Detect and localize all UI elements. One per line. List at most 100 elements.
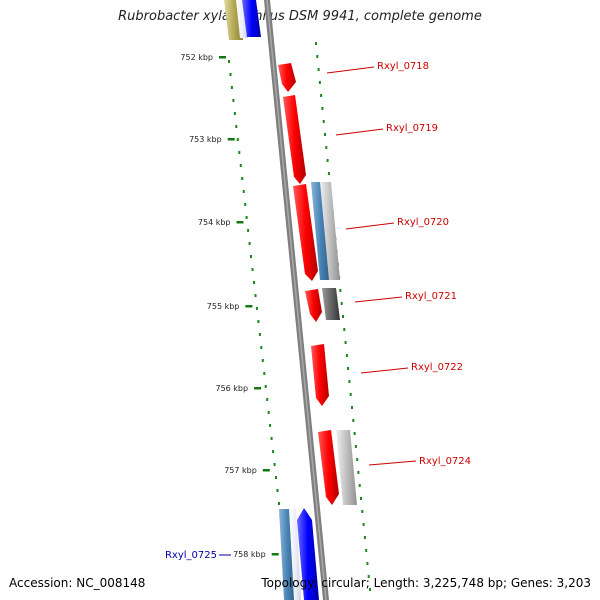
- gc-dot-left: [267, 411, 270, 414]
- gc-dot-right: [354, 445, 357, 448]
- gc-dot-right: [360, 497, 362, 500]
- tick-label: 757 kbp: [224, 466, 257, 475]
- gene-label: Rxyl_0722: [411, 362, 463, 373]
- gc-dot-right: [315, 42, 317, 45]
- gene-label-leader: [326, 66, 375, 74]
- gc-dot-left: [232, 99, 235, 102]
- gene-label: Rxyl_0725: [165, 550, 217, 561]
- gc-dot-right: [363, 536, 366, 539]
- gene-rxyl-0720: [293, 184, 318, 281]
- gene-labels: Rxyl_0718 Rxyl_0719 Rxyl_0720 Rxyl_0721 Rxyl…: [165, 61, 471, 561]
- gc-dot-right: [326, 159, 329, 162]
- tick-label: 755 kbp: [207, 302, 240, 311]
- gc-dot-right: [366, 562, 369, 565]
- gc-dot-left: [251, 268, 254, 271]
- gc-dot-left: [263, 372, 266, 375]
- tick-mark: [227, 138, 235, 141]
- gc-dot-right: [316, 55, 319, 58]
- gc-dot-right: [342, 315, 344, 318]
- gc-dot-left: [248, 242, 251, 245]
- gc-dot-right: [317, 68, 320, 71]
- gene-rxyl-0722: [311, 344, 329, 406]
- gc-dot-right: [340, 302, 343, 305]
- accession-text: Accession: NC_008148: [9, 576, 146, 590]
- gc-dot-right: [353, 432, 356, 435]
- gc-dot-left: [233, 112, 236, 115]
- gc-dot-right: [324, 133, 326, 136]
- tick-label: 752 kbp: [180, 53, 213, 62]
- gene-rxyl-0725-white: [289, 509, 301, 600]
- gc-dot-right: [358, 484, 361, 487]
- gc-dot-right: [327, 172, 330, 175]
- gc-dot-right: [361, 510, 364, 513]
- gc-dot-left: [273, 463, 276, 466]
- gc-dot-left: [278, 502, 280, 505]
- gene-label-leader: [354, 296, 403, 303]
- gc-dot-left: [264, 385, 267, 388]
- gc-dot-left: [266, 398, 269, 401]
- gene-rxyl-0724-grey: [336, 430, 357, 505]
- gc-dot-right: [347, 367, 350, 370]
- tick-label: 756 kbp: [215, 384, 248, 393]
- gc-dot-left: [253, 281, 255, 284]
- gc-dot-left: [236, 138, 239, 141]
- genome-summary-text: Topology: circular; Length: 3,225,748 bp…: [261, 576, 591, 590]
- gc-dot-right: [369, 588, 371, 591]
- tick-label: 758 kbp: [233, 550, 266, 559]
- gc-dot-left: [245, 216, 248, 219]
- gc-dot-right: [357, 471, 360, 474]
- tick-mark: [219, 56, 226, 59]
- gc-dot-left: [258, 333, 261, 336]
- gene-rxyl-0719: [283, 95, 306, 184]
- gc-dot-right: [365, 549, 368, 552]
- gene-rxyl-0721: [305, 289, 322, 322]
- gc-dot-left: [228, 60, 230, 63]
- gc-dot-left: [272, 450, 275, 453]
- gene-rxyl-0720-steel: [311, 182, 331, 280]
- gene-rxyl-0725: [297, 508, 319, 600]
- gc-dot-right: [321, 107, 324, 110]
- gc-dot-left: [247, 229, 250, 232]
- gc-dot-left: [276, 489, 279, 492]
- tick-label: 753 kbp: [189, 135, 222, 144]
- gene-label-leader: [345, 222, 395, 230]
- tick-mark: [262, 469, 270, 472]
- gc-dot-left: [255, 307, 258, 310]
- gc-dot-left: [261, 359, 264, 362]
- gc-dot-left: [270, 437, 273, 440]
- gc-dot-left: [239, 164, 242, 167]
- gene-label: Rxyl_0721: [405, 291, 457, 302]
- gc-dot-right: [339, 289, 342, 292]
- tick-mark: [245, 305, 253, 308]
- gc-dot-right: [351, 406, 353, 409]
- gene-label-leader: [368, 460, 417, 466]
- gene-rxyl-0724: [318, 430, 339, 505]
- gc-dot-left: [269, 424, 272, 427]
- blue-gene-top: [242, 0, 261, 37]
- gc-dot-right: [345, 354, 348, 357]
- gc-dot-left: [241, 177, 244, 180]
- gc-dot-left: [230, 86, 233, 89]
- gc-dot-right: [362, 523, 365, 526]
- gene-label: Rxyl_0724: [419, 456, 471, 467]
- gc-dot-right: [343, 328, 346, 331]
- gc-dot-right: [344, 341, 347, 344]
- gc-dot-left: [242, 190, 245, 193]
- gene-rxyl-0718: [278, 63, 296, 92]
- gc-dot-left: [238, 151, 241, 154]
- gc-dot-right: [356, 458, 359, 461]
- gc-dot-left: [244, 203, 247, 206]
- genome-backbone-highlight: [266, 0, 327, 600]
- gc-dot-right: [318, 81, 321, 84]
- gc-dot-right: [367, 575, 370, 578]
- gc-dot-right: [322, 120, 325, 123]
- tick-mark: [236, 221, 244, 224]
- gc-dot-left: [257, 320, 260, 323]
- gc-dot-left: [260, 346, 263, 349]
- gene-label: Rxyl_0718: [377, 61, 429, 72]
- position-ticks: 752 kbp 753 kbp 754 kbp 755 kbp 756 kbp 757 k…: [180, 53, 279, 559]
- gc-dot-right: [320, 94, 323, 97]
- gc-dot-right: [352, 419, 355, 422]
- gene-label-leader: [360, 367, 409, 374]
